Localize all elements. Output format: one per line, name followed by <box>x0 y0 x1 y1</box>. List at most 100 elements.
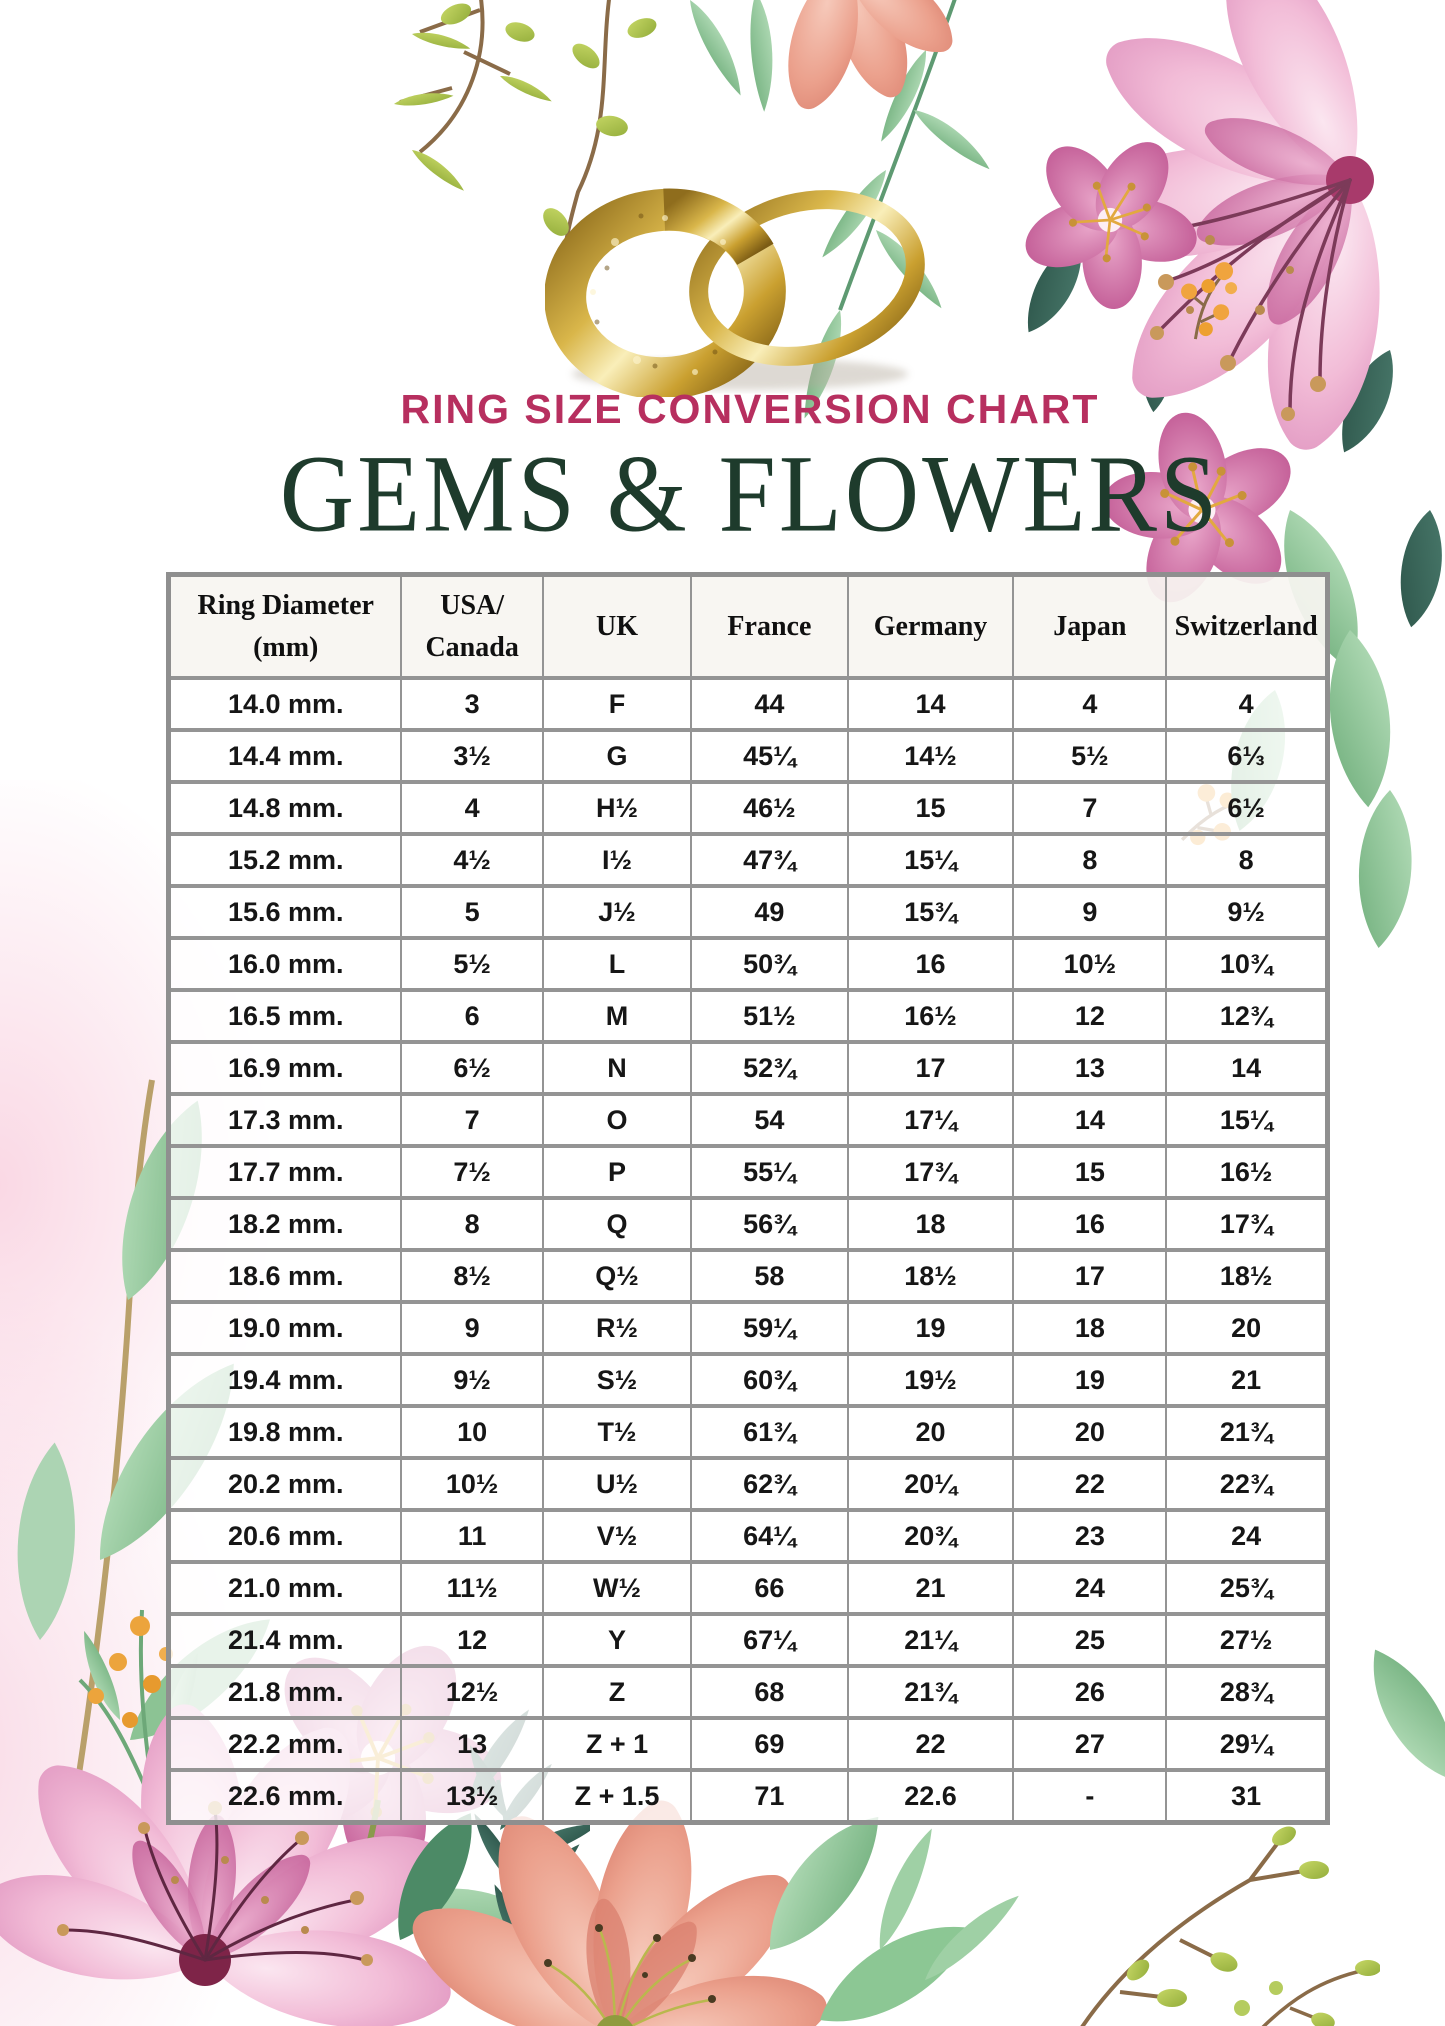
table-row: 18.2 mm. 8 Q 56¾ 18 16 17¾ <box>167 1196 1329 1252</box>
table-row: 14.0 mm. 3 F 44 14 4 4 <box>167 676 1329 732</box>
table-cell-france: 58 <box>690 1248 849 1304</box>
table-cell-germany: 17 <box>846 1040 1015 1096</box>
table-cell-switzerland: 20 <box>1165 1300 1329 1356</box>
table-cell-diameter: 16.5 mm. <box>167 988 403 1044</box>
table-cell-germany: 20¼ <box>846 1456 1015 1512</box>
table-cell-germany: 21¾ <box>846 1664 1015 1720</box>
table-cell-diameter: 19.4 mm. <box>167 1352 403 1408</box>
table-cell-usa_canada: 8½ <box>400 1248 544 1304</box>
table-cell-japan: 22 <box>1012 1456 1168 1512</box>
header-block: RING SIZE CONVERSION CHART GEMS & FLOWER… <box>170 386 1330 549</box>
table-cell-japan: 17 <box>1012 1248 1168 1304</box>
table-cell-usa_canada: 12½ <box>400 1664 544 1720</box>
table-cell-france: 60¾ <box>690 1352 849 1408</box>
table-cell-usa_canada: 4½ <box>400 832 544 888</box>
table-row: 16.9 mm. 6½ N 52¾ 17 13 14 <box>167 1040 1329 1096</box>
table-cell-germany: 22.6 <box>846 1768 1015 1825</box>
table-cell-usa_canada: 9 <box>400 1300 544 1356</box>
table-cell-diameter: 14.0 mm. <box>167 676 403 732</box>
table-cell-germany: 17¾ <box>846 1144 1015 1200</box>
size-table-body: 14.0 mm. 3 F 44 14 4 4 14.4 mm. 3½ G 45¼ 14½ 5½ 6⅓ 14.… <box>167 676 1329 1825</box>
table-cell-switzerland: 6⅓ <box>1165 728 1329 784</box>
table-row: 16.5 mm. 6 M 51½ 16½ 12 12¾ <box>167 988 1329 1044</box>
table-cell-france: 54 <box>690 1092 849 1148</box>
table-row: 20.2 mm. 10½ U½ 62¾ 20¼ 22 22¾ <box>167 1456 1329 1512</box>
table-cell-switzerland: 22¾ <box>1165 1456 1329 1512</box>
table-cell-germany: 14 <box>846 676 1015 732</box>
table-row: 15.6 mm. 5 J½ 49 15¾ 9 9½ <box>167 884 1329 940</box>
table-cell-japan: 16 <box>1012 1196 1168 1252</box>
table-cell-uk: L <box>541 936 693 992</box>
table-cell-germany: 20¾ <box>846 1508 1015 1564</box>
table-cell-germany: 15¾ <box>846 884 1015 940</box>
table-cell-japan: 10½ <box>1012 936 1168 992</box>
table-cell-france: 49 <box>690 884 849 940</box>
table-cell-switzerland: 18½ <box>1165 1248 1329 1304</box>
table-cell-uk: M <box>541 988 693 1044</box>
table-cell-uk: T½ <box>541 1404 693 1460</box>
table-cell-germany: 17¼ <box>846 1092 1015 1148</box>
table-cell-diameter: 17.3 mm. <box>167 1092 403 1148</box>
table-cell-uk: O <box>541 1092 693 1148</box>
table-cell-uk: G <box>541 728 693 784</box>
table-cell-usa_canada: 11½ <box>400 1560 544 1616</box>
table-row: 21.0 mm. 11½ W½ 66 21 24 25¾ <box>167 1560 1329 1616</box>
table-cell-germany: 16½ <box>846 988 1015 1044</box>
table-cell-switzerland: 10¾ <box>1165 936 1329 992</box>
table-cell-usa_canada: 7½ <box>400 1144 544 1200</box>
table-cell-uk: F <box>541 676 693 732</box>
table-cell-usa_canada: 10½ <box>400 1456 544 1512</box>
table-cell-usa_canada: 4 <box>400 780 544 836</box>
table-cell-japan: 25 <box>1012 1612 1168 1668</box>
table-cell-usa_canada: 6½ <box>400 1040 544 1096</box>
table-cell-diameter: 16.0 mm. <box>167 936 403 992</box>
table-cell-france: 50¾ <box>690 936 849 992</box>
table-cell-japan: 15 <box>1012 1144 1168 1200</box>
table-cell-diameter: 21.4 mm. <box>167 1612 403 1668</box>
table-cell-diameter: 17.7 mm. <box>167 1144 403 1200</box>
table-cell-diameter: 20.6 mm. <box>167 1508 403 1564</box>
table-cell-switzerland: 25¾ <box>1165 1560 1329 1616</box>
table-cell-switzerland: 24 <box>1165 1508 1329 1564</box>
table-cell-japan: 24 <box>1012 1560 1168 1616</box>
table-cell-japan: 7 <box>1012 780 1168 836</box>
table-cell-france: 71 <box>690 1768 849 1825</box>
table-cell-germany: 21 <box>846 1560 1015 1616</box>
table-cell-diameter: 20.2 mm. <box>167 1456 403 1512</box>
table-cell-usa_canada: 3 <box>400 676 544 732</box>
table-cell-usa_canada: 13½ <box>400 1768 544 1825</box>
table-cell-usa_canada: 11 <box>400 1508 544 1564</box>
table-cell-uk: J½ <box>541 884 693 940</box>
table-cell-germany: 14½ <box>846 728 1015 784</box>
table-cell-diameter: 15.2 mm. <box>167 832 403 888</box>
table-row: 22.2 mm. 13 Z + 1 69 22 27 29¼ <box>167 1716 1329 1772</box>
table-cell-uk: Q½ <box>541 1248 693 1304</box>
table-cell-uk: Z + 1.5 <box>541 1768 693 1825</box>
table-cell-usa_canada: 8 <box>400 1196 544 1252</box>
table-cell-switzerland: 27½ <box>1165 1612 1329 1668</box>
table-cell-japan: 12 <box>1012 988 1168 1044</box>
table-cell-switzerland: 29¼ <box>1165 1716 1329 1772</box>
table-row: 17.7 mm. 7½ P 55¼ 17¾ 15 16½ <box>167 1144 1329 1200</box>
table-cell-germany: 21¼ <box>846 1612 1015 1668</box>
table-cell-switzerland: 9½ <box>1165 884 1329 940</box>
table-cell-france: 47¾ <box>690 832 849 888</box>
table-row: 21.8 mm. 12½ Z 68 21¾ 26 28¾ <box>167 1664 1329 1720</box>
table-cell-germany: 22 <box>846 1716 1015 1772</box>
table-cell-france: 66 <box>690 1560 849 1616</box>
table-cell-japan: 5½ <box>1012 728 1168 784</box>
column-header-germany: Germany <box>846 572 1015 680</box>
table-cell-uk: I½ <box>541 832 693 888</box>
table-cell-japan: 14 <box>1012 1092 1168 1148</box>
table-cell-switzerland: 6½ <box>1165 780 1329 836</box>
table-cell-switzerland: 31 <box>1165 1768 1329 1825</box>
table-cell-uk: V½ <box>541 1508 693 1564</box>
table-row: 18.6 mm. 8½ Q½ 58 18½ 17 18½ <box>167 1248 1329 1304</box>
table-cell-japan: 8 <box>1012 832 1168 888</box>
table-cell-switzerland: 17¾ <box>1165 1196 1329 1252</box>
table-cell-uk: H½ <box>541 780 693 836</box>
table-cell-diameter: 22.2 mm. <box>167 1716 403 1772</box>
table-cell-diameter: 19.0 mm. <box>167 1300 403 1356</box>
table-cell-france: 46½ <box>690 780 849 836</box>
